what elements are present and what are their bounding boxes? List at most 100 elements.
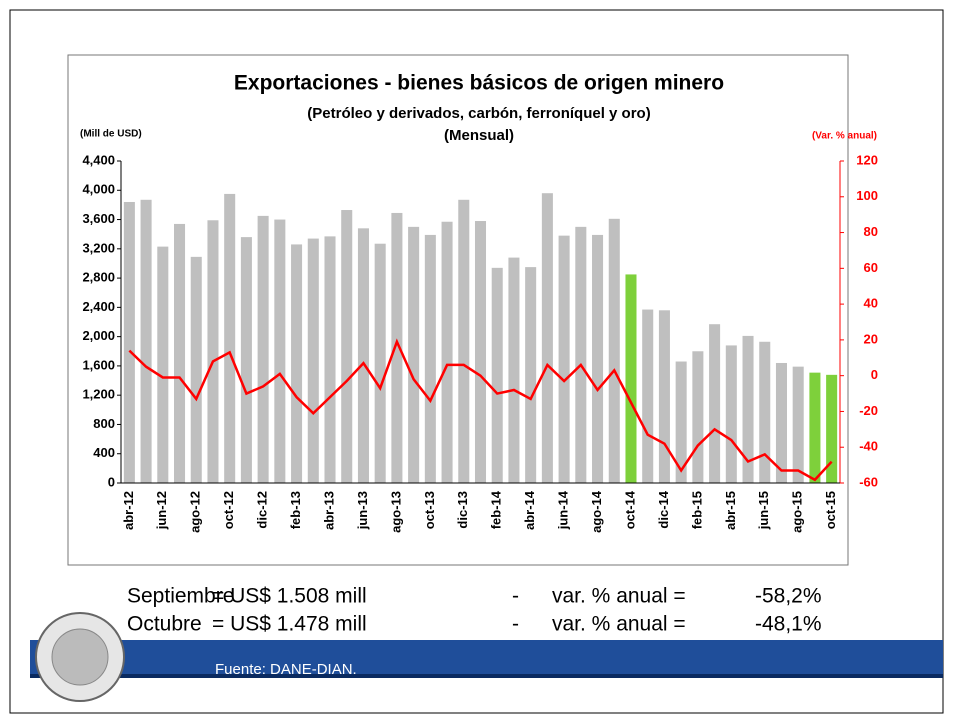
- bar: [257, 215, 269, 484]
- y-tick-label: 1,600: [82, 357, 115, 372]
- chart-subtitle: (Petróleo y derivados, carbón, ferroníqu…: [307, 105, 650, 122]
- bar: [491, 267, 503, 483]
- x-tick-label: ago-12: [188, 491, 203, 533]
- x-tick-label: feb-14: [489, 490, 504, 529]
- bar: [725, 345, 737, 483]
- x-tick-label: abr-12: [121, 491, 136, 530]
- bar: [140, 199, 152, 483]
- x-tick-label: ago-14: [589, 490, 604, 533]
- y-tick-label: 3,200: [82, 240, 115, 255]
- y2-tick-label: 60: [864, 260, 878, 275]
- x-tick-label: dic-12: [255, 491, 270, 529]
- y-tick-label: 2,000: [82, 328, 115, 343]
- y2-tick-label: 20: [864, 331, 878, 346]
- bar: [658, 310, 670, 483]
- bar: [291, 244, 303, 483]
- x-tick-label: ago-13: [388, 491, 403, 533]
- note: = US$ 1.508 mill: [212, 585, 367, 608]
- bar: [675, 361, 687, 483]
- note: var. % anual =: [552, 613, 686, 636]
- y2-tick-label: -20: [859, 403, 878, 418]
- x-tick-label: feb-15: [689, 491, 704, 529]
- note: var. % anual =: [552, 585, 686, 608]
- x-tick-label: jun-14: [556, 490, 571, 530]
- y2-tick-label: 100: [856, 188, 878, 203]
- bar: [391, 212, 403, 483]
- bar: [474, 221, 487, 483]
- y-tick-label: 2,800: [82, 270, 115, 285]
- footer-band: [30, 640, 943, 674]
- x-tick-label: feb-13: [288, 491, 303, 529]
- bar: [274, 219, 286, 483]
- y-tick-label: 400: [93, 445, 115, 460]
- bar: [240, 237, 252, 483]
- bar: [642, 309, 654, 483]
- y2-tick-label: 40: [864, 296, 878, 311]
- y2-tick-label: -60: [859, 474, 878, 489]
- bar: [207, 220, 219, 483]
- x-tick-label: oct-12: [221, 491, 236, 529]
- bar: [792, 366, 804, 483]
- bar: [508, 257, 520, 483]
- x-tick-label: abr-15: [723, 491, 738, 530]
- bar: [190, 256, 202, 483]
- bar: [608, 218, 620, 483]
- bar: [408, 226, 420, 483]
- bar: [441, 221, 453, 483]
- bar: [123, 201, 135, 483]
- note: = US$ 1.478 mill: [212, 613, 367, 636]
- bar: [759, 341, 771, 483]
- y-tick-label: 1,200: [82, 387, 115, 402]
- bar: [775, 362, 787, 483]
- y2-tick-label: 0: [871, 367, 878, 382]
- bar: [692, 351, 704, 483]
- x-tick-label: oct-14: [622, 490, 637, 529]
- bar: [625, 274, 637, 483]
- note: -58,2%: [755, 585, 822, 608]
- bar: [525, 267, 537, 483]
- chart-subtitle: (Mensual): [444, 127, 514, 144]
- footer-band-shadow: [30, 674, 943, 678]
- bar: [558, 235, 570, 483]
- y2-axis-label: (Var. % anual): [812, 131, 877, 142]
- bar: [324, 236, 336, 483]
- line: [128, 338, 833, 482]
- bar: [424, 234, 436, 483]
- note: Septiembre: [127, 585, 234, 608]
- bar: [592, 234, 604, 483]
- y-tick-label: 4,000: [82, 182, 115, 197]
- bar: [174, 223, 186, 483]
- bar: [575, 226, 587, 483]
- note: -48,1%: [755, 613, 822, 636]
- chart-title: Exportaciones - bienes básicos de origen…: [234, 72, 724, 95]
- y-tick-label: 4,400: [82, 152, 115, 167]
- bar: [357, 228, 369, 483]
- y-tick-label: 0: [108, 474, 115, 489]
- x-tick-label: abr-14: [522, 490, 537, 530]
- bar: [307, 238, 319, 483]
- bar: [458, 199, 470, 483]
- note: -: [512, 613, 519, 636]
- y-tick-label: 800: [93, 416, 115, 431]
- bar: [341, 210, 353, 484]
- bar: [709, 324, 721, 483]
- bar: [826, 374, 838, 483]
- bar: [809, 372, 821, 483]
- note: Octubre: [127, 613, 202, 636]
- footer: Fuente: DANE-DIAN.: [215, 661, 357, 678]
- y-tick-label: 3,600: [82, 211, 115, 226]
- y2-tick-label: 80: [864, 224, 878, 239]
- bar: [742, 335, 754, 483]
- bar: [374, 243, 386, 483]
- note: -: [512, 585, 519, 608]
- bar: [224, 193, 236, 483]
- y-axis-label: (Mill de USD): [80, 129, 142, 140]
- x-tick-label: oct-13: [422, 491, 437, 529]
- x-tick-label: jun-13: [355, 491, 370, 530]
- logo-inner: [51, 628, 109, 686]
- y2-tick-label: -40: [859, 439, 878, 454]
- x-tick-label: abr-13: [321, 491, 336, 530]
- y-tick-label: 2,400: [82, 299, 115, 314]
- y2-tick-label: 120: [856, 152, 878, 167]
